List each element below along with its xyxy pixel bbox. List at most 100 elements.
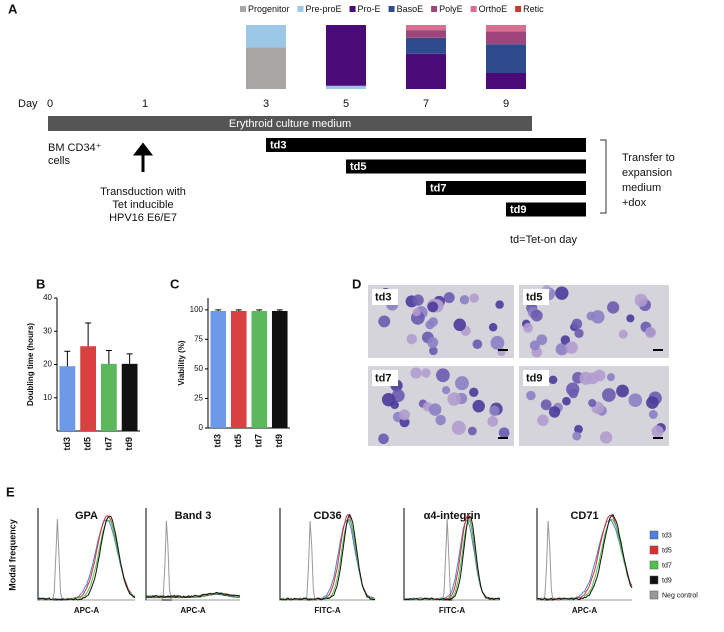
transduction: Transduction with [100, 186, 186, 198]
x-tick-label: td7 [103, 437, 113, 451]
cell [618, 329, 628, 339]
stack-segment [406, 25, 446, 31]
cell [490, 335, 505, 350]
cell [498, 427, 510, 439]
cell [435, 414, 446, 426]
stack-segment [326, 25, 366, 86]
legend-label: OrthoE [479, 4, 508, 14]
legend-label: Pre-proE [306, 4, 342, 14]
td-bar [266, 138, 586, 152]
panel-label: C [170, 276, 180, 291]
cell [381, 392, 396, 407]
y-axis-label: Doubling time (hours) [26, 323, 35, 406]
cell [644, 327, 656, 339]
cell [634, 293, 648, 307]
legend-swatch [649, 530, 659, 540]
histogram [280, 520, 375, 601]
cell [616, 384, 629, 398]
stack-segment [326, 85, 366, 89]
legend-label: PolyE [439, 4, 463, 14]
cell [421, 368, 431, 378]
cell [572, 431, 582, 441]
cell [455, 376, 469, 391]
bar [59, 366, 76, 431]
cell [586, 372, 599, 385]
bar [121, 363, 138, 431]
medium-label: Erythroid culture medium [229, 118, 351, 130]
cell [410, 367, 422, 379]
td-label: td3 [270, 139, 287, 151]
cell [495, 300, 504, 309]
legend-swatch [240, 6, 246, 12]
legend-label: td9 [662, 577, 672, 584]
day-tick: 9 [503, 98, 509, 110]
y-tick-label: 75 [194, 334, 203, 343]
histogram [146, 520, 240, 601]
y-tick-label: 10 [43, 393, 52, 402]
cell [536, 334, 548, 346]
day-tick: 0 [47, 98, 53, 110]
legend-swatch [470, 6, 477, 12]
cell [565, 341, 578, 354]
x-tick-label: td7 [254, 434, 264, 448]
transfer: medium [622, 182, 661, 194]
td-label: td9 [510, 204, 527, 216]
legend-swatch [649, 590, 659, 600]
cell [399, 417, 410, 428]
day-tick: 7 [423, 98, 429, 110]
cell [628, 393, 643, 408]
legend-label: Progenitor [248, 4, 290, 14]
error-bar [276, 309, 283, 311]
histogram [279, 513, 376, 601]
legend-swatch [649, 560, 659, 570]
y-tick-label: 30 [43, 326, 52, 335]
medium-bar [48, 116, 532, 131]
cell [451, 420, 466, 435]
stack-segment [406, 30, 446, 38]
cell [529, 340, 540, 351]
cell [555, 286, 569, 300]
legend-swatch [388, 6, 395, 12]
cells: cells [48, 155, 71, 167]
plot-title: GPA [75, 510, 98, 522]
y-tick-label: 100 [190, 305, 204, 314]
error-bar [85, 322, 92, 347]
td-bar [426, 181, 586, 195]
histogram [37, 515, 136, 601]
panel-label: A [8, 1, 18, 16]
histogram [403, 519, 501, 601]
legend-swatch [297, 6, 304, 12]
bar [80, 346, 97, 431]
cell [648, 409, 658, 419]
cell [469, 387, 479, 397]
image-label: td3 [375, 291, 392, 303]
panel-label: E [6, 484, 15, 499]
cell [651, 425, 664, 438]
cell [447, 392, 461, 406]
day-tick: 5 [343, 98, 349, 110]
x-axis-label: APC-A [180, 606, 206, 615]
legend-label: td3 [662, 532, 672, 539]
legend-swatch [649, 545, 659, 555]
transfer: Transfer to [622, 152, 675, 164]
cell [562, 396, 571, 406]
cell [606, 373, 615, 382]
cell [548, 375, 558, 385]
cell [399, 409, 411, 421]
cell [574, 424, 583, 434]
y-axis-label: Modal frequency [7, 519, 17, 591]
error-bar [105, 350, 112, 364]
cell [427, 337, 439, 348]
cell [574, 328, 584, 338]
histogram [38, 518, 135, 601]
bracket [600, 139, 607, 214]
bar [100, 363, 117, 431]
cell [406, 333, 418, 345]
plot-title: CD71 [570, 510, 598, 522]
cell [523, 322, 533, 333]
cell [436, 368, 450, 383]
image-label: td9 [526, 372, 543, 384]
label-bg [372, 289, 398, 305]
cell [591, 310, 605, 324]
stack-segment [406, 37, 446, 54]
